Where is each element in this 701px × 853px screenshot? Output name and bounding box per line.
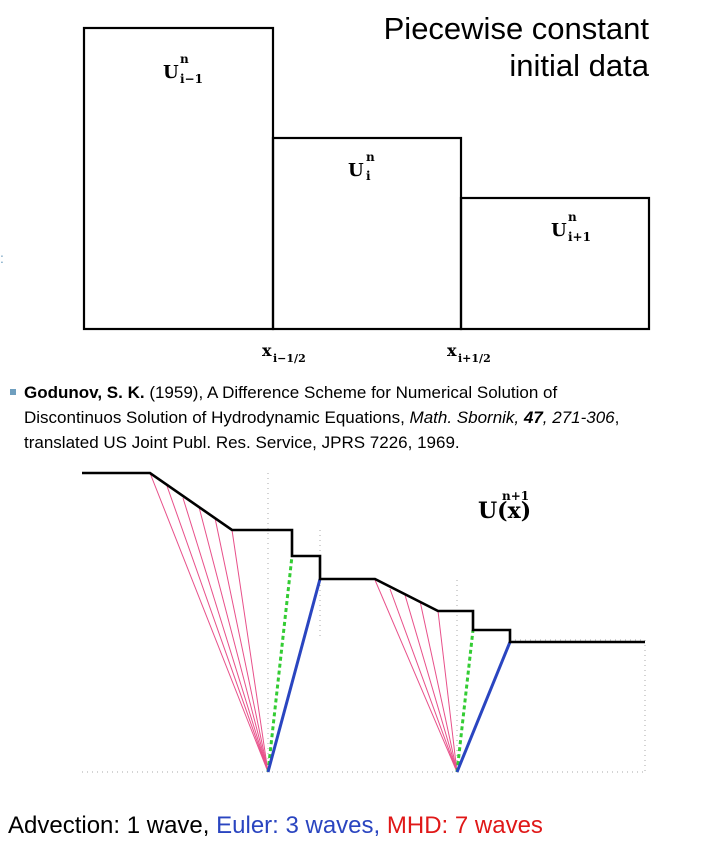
reference-title-end: Discontinuos Solution of Hydrodynamic Eq… — [24, 408, 410, 427]
cell-right — [459, 196, 651, 331]
piecewise-cells — [82, 26, 651, 331]
cell-label-right-sym: U — [551, 220, 567, 241]
reference-line-3: translated US Joint Publ. Res. Service, … — [24, 433, 460, 452]
rarefaction-fan-left — [149, 472, 269, 773]
reference-comma: , — [614, 408, 620, 427]
caption-euler: Euler: 3 waves, — [216, 812, 387, 839]
interface-right-sym: x — [447, 341, 457, 360]
reference-line-2: Discontinuos Solution of Hydrodynamic Eq… — [8, 405, 698, 430]
slide-title: Piecewise constant initial data — [384, 10, 649, 84]
cell-label-left: U n i−1 — [163, 52, 203, 86]
cell-label-middle-sym: U — [348, 160, 364, 181]
caption-advection: Advection: 1 wave, — [8, 812, 217, 839]
interface-label-left: x i−1/2 — [262, 341, 306, 365]
reference-journal: Math. Sbornik, — [409, 408, 524, 427]
bullet-icon — [10, 389, 16, 396]
caption-mhd: MHD: 7 waves — [386, 812, 543, 839]
interface-left-sub: i−1/2 — [273, 352, 306, 365]
shock-waves — [266, 578, 512, 773]
cell-label-right: U n i+1 — [551, 210, 591, 244]
stray-mark: : — [0, 250, 4, 266]
cell-label-middle-sup: n — [366, 150, 375, 164]
reference-author: Godunov, S. K. — [24, 383, 145, 402]
cell-label-middle: U n i — [348, 150, 375, 183]
reference-line-1: Godunov, S. K. (1959), A Difference Sche… — [8, 380, 698, 405]
cell-middle — [271, 136, 463, 331]
reference-pages: , 271-306 — [542, 408, 615, 427]
interface-label-right: x i+1/2 — [447, 341, 491, 365]
solution-label: U(x) n+1 — [478, 489, 531, 524]
cell-label-middle-sub: i — [366, 169, 371, 183]
rarefaction-fan-right — [374, 579, 458, 773]
interface-left-sym: x — [262, 341, 272, 360]
cell-label-left-sym: U — [163, 62, 179, 83]
cell-label-left-sup: n — [180, 52, 189, 66]
cell-label-left-sub: i−1 — [180, 72, 203, 86]
cell-label-right-sup: n — [568, 210, 577, 224]
interface-right-sub: i+1/2 — [458, 352, 491, 365]
interface-labels: x i−1/2 x i+1/2 — [262, 341, 491, 365]
solution-label-sup: n+1 — [502, 489, 529, 503]
solution-label-text: U(x) — [478, 498, 531, 524]
solution-profile — [82, 471, 645, 644]
reference-volume: 47 — [523, 408, 543, 427]
title-line-1: Piecewise constant — [383, 11, 649, 46]
cell-label-right-sub: i+1 — [568, 230, 591, 244]
waves-caption: Advection: 1 wave, Euler: 3 waves, MHD: … — [8, 812, 543, 840]
reference-block: Godunov, S. K. (1959), A Difference Sche… — [8, 380, 698, 455]
contact-waves — [266, 555, 475, 773]
title-line-2: initial data — [509, 48, 649, 83]
dotted-frame — [82, 473, 646, 773]
cell-labels: U n i−1 U n i U n i+1 — [163, 52, 591, 244]
reference-year: (1959), A Difference Scheme for Numerica… — [149, 383, 558, 402]
